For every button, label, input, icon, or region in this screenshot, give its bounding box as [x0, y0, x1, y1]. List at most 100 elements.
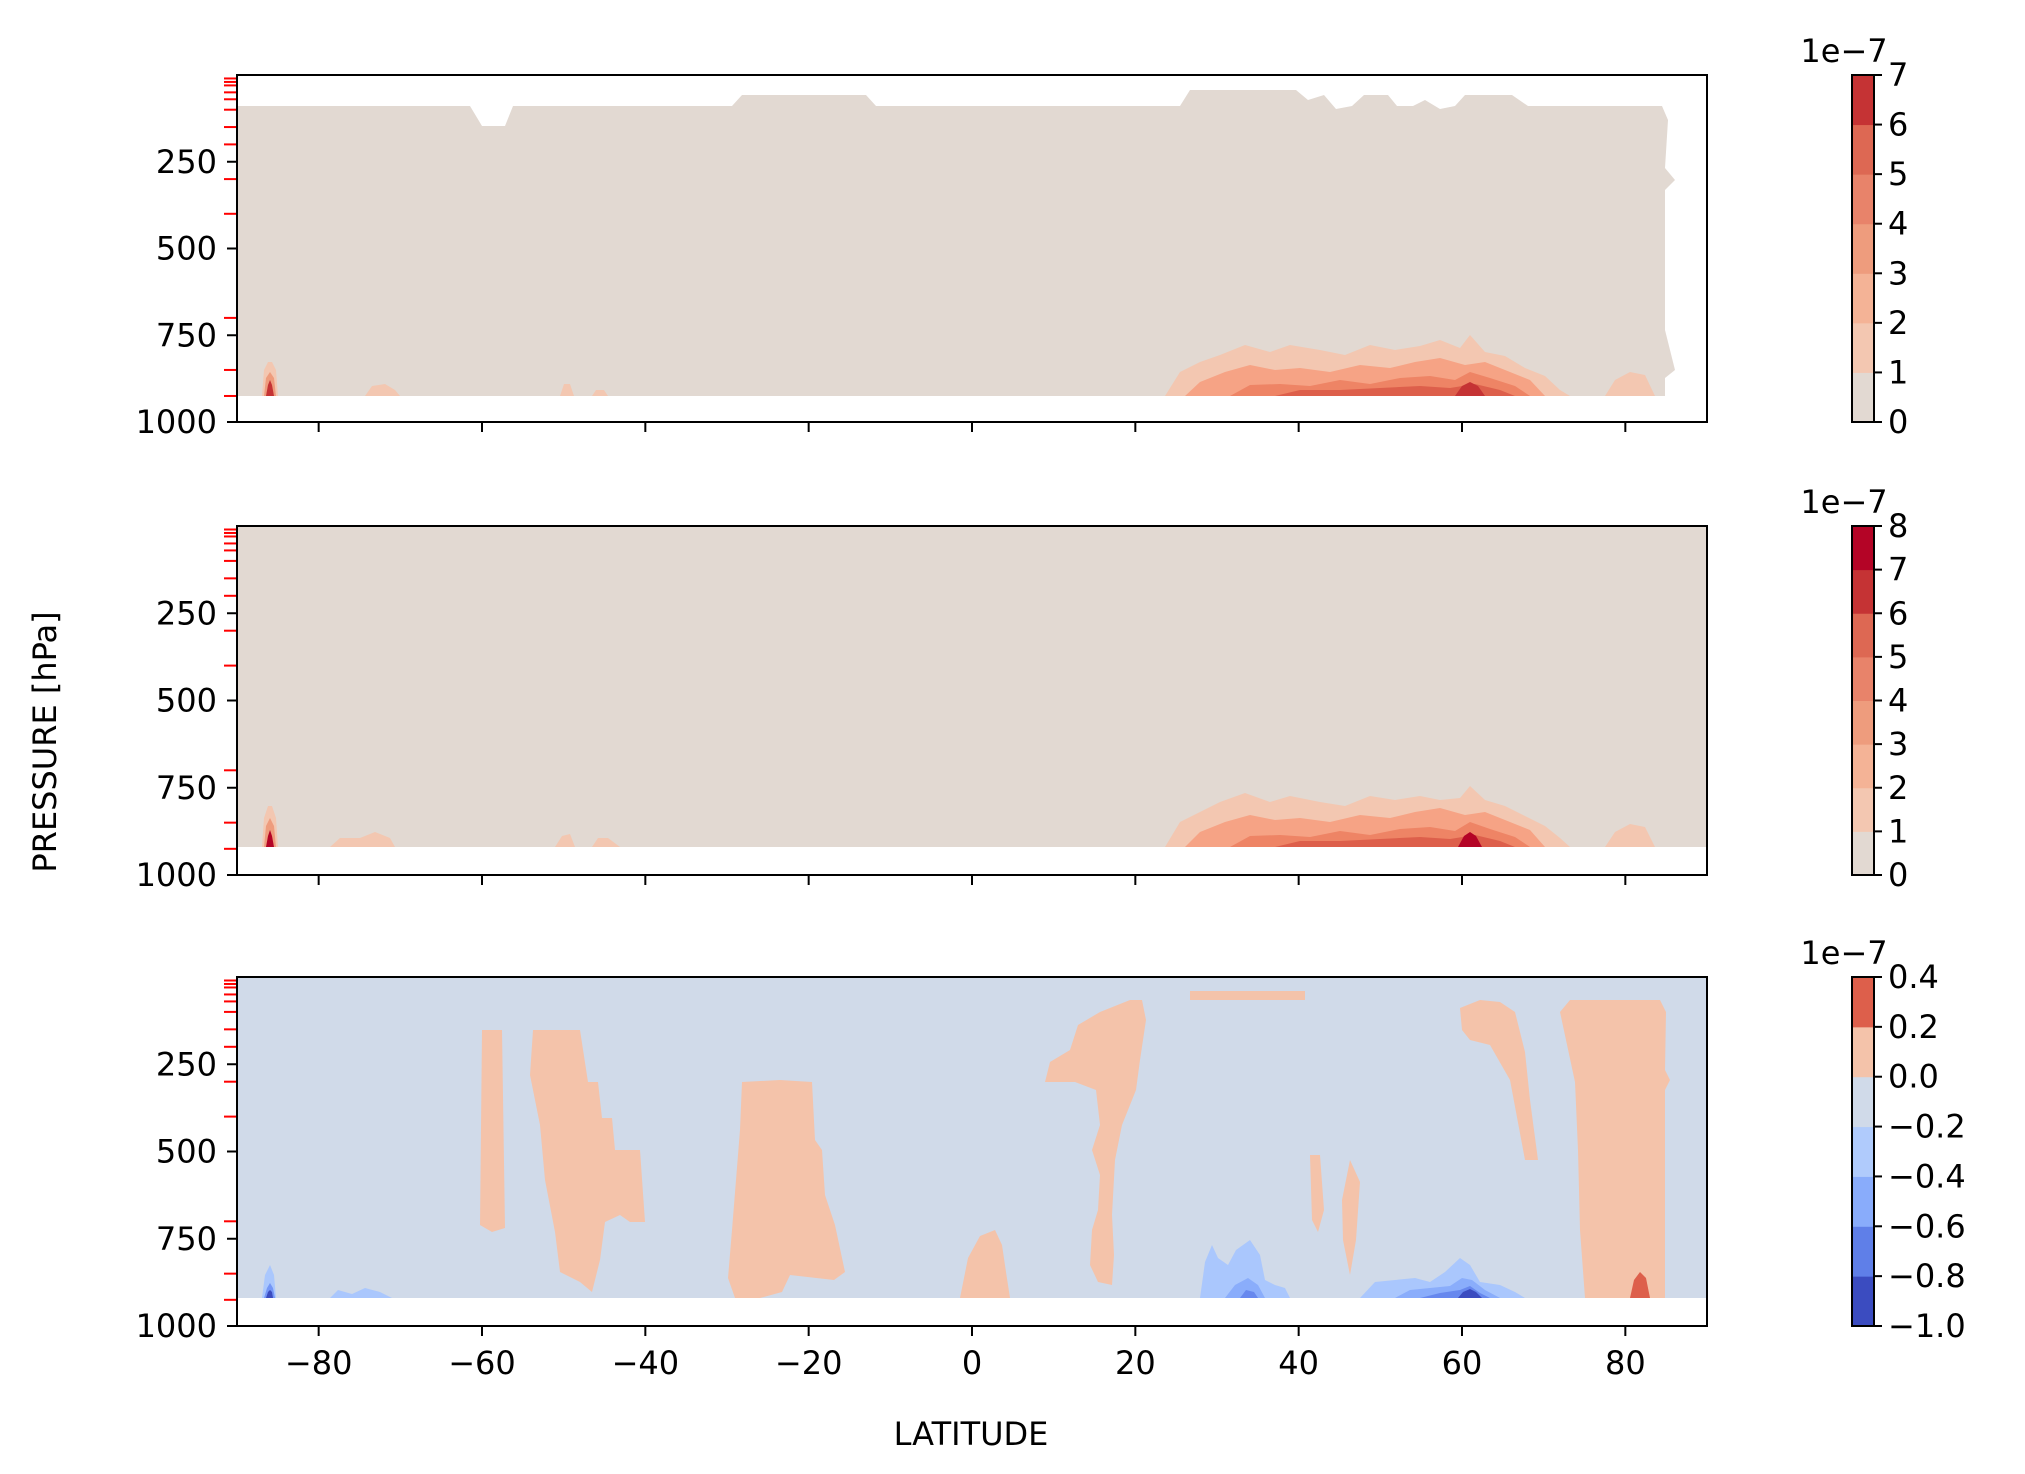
contour-level-4 [1275, 835, 1515, 847]
contour-level-neg3 [1240, 1290, 1258, 1298]
colorbar-frame [1851, 74, 1875, 423]
colorbar-tick-label: 1 [1888, 353, 1908, 391]
contour-level-neg1 [1360, 1258, 1525, 1298]
colorbar: 0 1 2 3 4 5 6 7 81e−7 [1800, 483, 1908, 894]
colorbar-tick-label: 4 [1888, 205, 1908, 243]
x-tick-label: −40 [612, 1344, 680, 1382]
colorbar-band [1852, 700, 1874, 745]
contour-level-1 [555, 834, 575, 847]
x-axis-title: LATITUDE [894, 1415, 1049, 1453]
contour-level-pos2 [1630, 1272, 1650, 1298]
y-axis-left: 250 500 750 1000 [136, 528, 237, 894]
colorbar-tick-label: 7 [1888, 551, 1908, 589]
contour-level-pos1 [1560, 1000, 1670, 1298]
axes-frame [236, 525, 1708, 876]
colorbar-tick-label: −0.2 [1888, 1108, 1966, 1146]
contour-level-6 [1455, 382, 1485, 396]
colorbar-band [1852, 1026, 1874, 1078]
colorbar-tick-label: −1.0 [1888, 1307, 1966, 1345]
colorbar-band [1852, 124, 1874, 175]
x-axis-ticks: −80 −60 −40 −20 0 20 40 60 80 [285, 1326, 1646, 1382]
contour-level-1 [330, 832, 395, 847]
colorbar-band [1852, 1126, 1874, 1177]
x-tick-label: 40 [1278, 1344, 1319, 1382]
y-tick-label: 500 [156, 230, 217, 268]
colorbar-band [1852, 223, 1874, 274]
panel-bottom: 250 500 750 1000 −80 −60 −40 −20 0 20 40 60 80 −1.0… [136, 934, 1966, 1382]
colorbar-band [1852, 1276, 1874, 1327]
contour-level-pos1 [1460, 1000, 1538, 1160]
contour-level-neg5 [266, 1290, 273, 1298]
colorbar-exponent: 1e−7 [1800, 934, 1887, 972]
y-tick-label: 1000 [136, 1307, 217, 1345]
y-tick-label: 250 [156, 143, 217, 181]
colorbar-band [1852, 787, 1874, 832]
colorbar-band [1852, 613, 1874, 658]
contour-level-pos1 [1190, 991, 1305, 1000]
contour-level-1 [365, 384, 400, 396]
contour-level-pos1 [960, 1230, 1010, 1298]
colorbar-exponent: 1e−7 [1800, 483, 1887, 521]
contour-fill [237, 90, 1675, 396]
colorbar-tick-label: −0.4 [1888, 1157, 1966, 1195]
y-tick-label: 1000 [136, 403, 217, 441]
colorbar-tick-label: 5 [1888, 638, 1908, 676]
axes-frame [236, 74, 1708, 423]
contour-level-pos1 [480, 1030, 505, 1232]
panel-top: 250 500 750 1000 0 1 2 3 4 5 6 71e−7 [136, 32, 1909, 441]
colorbar-tick-label: 0 [1888, 403, 1908, 441]
colorbar-band [1852, 744, 1874, 789]
colorbar-band [1852, 1076, 1874, 1128]
colorbar-frame [1851, 976, 1875, 1327]
y-tick-label: 750 [156, 769, 217, 807]
colorbar-band [1852, 372, 1874, 423]
contour-level-1 [1605, 824, 1655, 847]
colorbar-tick-label: 2 [1888, 769, 1908, 807]
y-tick-label: 250 [156, 594, 217, 632]
contour-level-pos1 [1045, 1000, 1146, 1285]
contour-level-neg2 [1225, 1278, 1265, 1298]
x-tick-label: 60 [1442, 1344, 1483, 1382]
contour-level-pos1 [728, 1080, 845, 1298]
contour-level-8 [1458, 832, 1482, 847]
colorbar-tick-label: 6 [1888, 106, 1908, 144]
colorbar-band [1852, 526, 1874, 571]
colorbar-band [1852, 174, 1874, 225]
contour-level-0 [237, 526, 1707, 847]
colorbar: −1.0 −0.8 −0.6 −0.4 −0.2 0.0 0.2 0.41e−7 [1800, 934, 1965, 1345]
colorbar-band [1852, 831, 1874, 876]
x-tick-label: −20 [775, 1344, 843, 1382]
x-tick-label: 80 [1605, 1344, 1646, 1382]
contour-level-neg1 [1200, 1240, 1290, 1298]
x-tick-label: −60 [448, 1344, 516, 1382]
contour-level-1 [1605, 372, 1655, 396]
colorbar-tick-label: 6 [1888, 594, 1908, 632]
axes-frame [236, 976, 1708, 1327]
contour-level-1 [592, 390, 608, 396]
colorbar-tick-label: 0.2 [1888, 1008, 1939, 1046]
contour-level-pos1 [530, 1030, 645, 1292]
colorbar-tick-label: −0.6 [1888, 1207, 1966, 1245]
x-tick-label: 0 [962, 1344, 982, 1382]
colorbar-band [1852, 273, 1874, 324]
contour-fill [237, 977, 1707, 1298]
colorbar-tick-label: 0 [1888, 856, 1908, 894]
x-tick-label: 20 [1115, 1344, 1156, 1382]
contour-level-6 [266, 380, 274, 396]
colorbar-tick-label: 8 [1888, 507, 1908, 545]
contour-level-4 [1275, 384, 1515, 396]
colorbar-band [1852, 322, 1874, 373]
contour-level-7 [266, 830, 274, 847]
colorbar-band [1852, 75, 1874, 126]
colorbar-tick-label: 3 [1888, 254, 1908, 292]
contour-level-1 [560, 384, 574, 396]
y-tick-label: 500 [156, 1133, 217, 1171]
contour-level-neg5 [1458, 1289, 1482, 1298]
colorbar: 0 1 2 3 4 5 6 71e−7 [1800, 32, 1908, 441]
colorbar-exponent: 1e−7 [1800, 32, 1887, 70]
y-tick-label: 250 [156, 1045, 217, 1083]
y-tick-label: 500 [156, 682, 217, 720]
colorbar-tick-label: 5 [1888, 155, 1908, 193]
y-tick-label: 1000 [136, 856, 217, 894]
y-axis-left: 250 500 750 1000 [136, 979, 237, 1345]
